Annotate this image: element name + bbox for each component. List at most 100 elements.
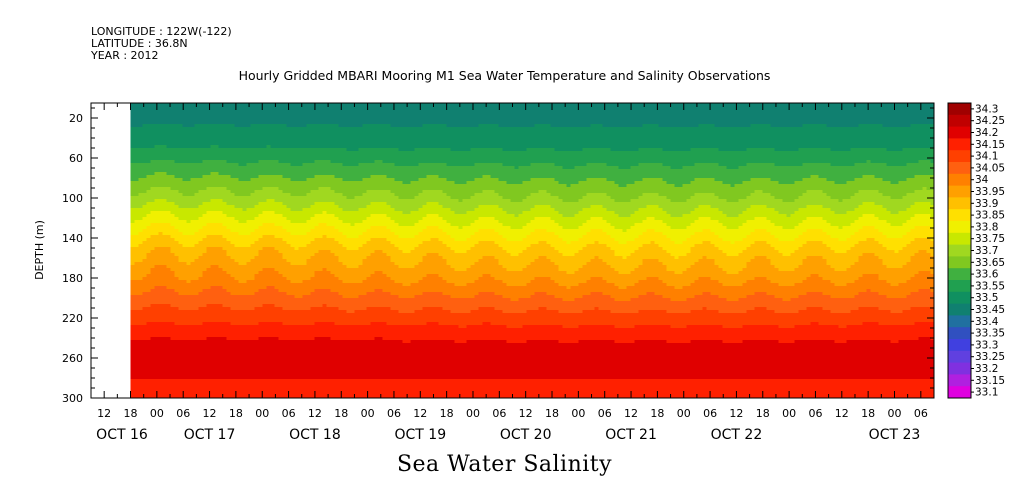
heatmap-cell [222,388,227,392]
heatmap-cell [198,187,203,191]
heatmap-cell [170,175,175,179]
heatmap-cell [238,136,243,140]
heatmap-cell [162,148,167,152]
heatmap-cell [218,148,223,152]
heatmap-cell [310,118,315,122]
heatmap-cell [258,385,263,389]
heatmap-cell [242,370,247,374]
heatmap-cell [146,286,151,290]
heatmap-cell [314,196,319,200]
heatmap-cell [210,238,215,242]
heatmap-cell [174,208,179,212]
heatmap-cell [162,331,167,335]
heatmap-cell [130,199,135,203]
heatmap-cell [314,283,319,287]
heatmap-cell [146,292,151,296]
heatmap-cell [234,223,239,227]
heatmap-cell [294,388,299,392]
heatmap-cell [290,307,295,311]
heatmap-cell [186,358,191,362]
heatmap-cell [218,253,223,257]
heatmap-cell [130,232,135,236]
heatmap-cell [294,319,299,323]
heatmap-cell [230,184,235,188]
heatmap-cell [322,145,327,149]
heatmap-cell [222,331,227,335]
heatmap-cell [298,163,303,167]
heatmap-cell [330,169,335,173]
heatmap-cell [166,250,171,254]
heatmap-cell [294,358,299,362]
heatmap-cell [222,217,227,221]
heatmap-cell [210,232,215,236]
heatmap-cell [218,130,223,134]
heatmap-cell [254,202,259,206]
heatmap-cell [206,229,211,233]
heatmap-cell [182,289,187,293]
heatmap-cell [262,307,267,311]
heatmap-cell [302,142,307,146]
heatmap-cell [182,145,187,149]
heatmap-cell [282,154,287,158]
heatmap-cell [154,310,159,314]
heatmap-cell [194,337,199,341]
heatmap-cell [178,286,183,290]
heatmap-cell [222,172,227,176]
heatmap-cell [314,232,319,236]
heatmap-cell [138,265,143,269]
heatmap-cell [230,205,235,209]
heatmap-cell [194,313,199,317]
heatmap-cell [278,151,283,155]
heatmap-cell [206,220,211,224]
heatmap-cell [150,379,155,383]
heatmap-cell [134,361,139,365]
heatmap-cell [178,160,183,164]
heatmap-cell [162,253,167,257]
heatmap-cell [162,130,167,134]
heatmap-cell [226,247,231,251]
heatmap-cell [146,364,151,368]
heatmap-cell [266,346,271,350]
heatmap-cell [258,190,263,194]
heatmap-cell [298,394,303,398]
heatmap-cell [250,139,255,143]
heatmap-cell [178,313,183,317]
heatmap-cell [238,391,243,395]
heatmap-cell [234,358,239,362]
heatmap-cell [158,106,163,110]
heatmap-cell [282,145,287,149]
heatmap-cell [242,283,247,287]
heatmap-cell [246,199,251,203]
heatmap-cell [298,337,303,341]
heatmap-cell [182,343,187,347]
heatmap-cell [314,163,319,167]
heatmap-cell [246,169,251,173]
heatmap-cell [166,205,171,209]
heatmap-cell [330,193,335,197]
heatmap-cell [190,211,195,215]
heatmap-cell [206,304,211,308]
heatmap-cell [138,115,143,119]
heatmap-cell [222,121,227,125]
heatmap-cell [174,169,179,173]
heatmap-cell [286,241,291,245]
heatmap-cell [154,196,159,200]
heatmap-cell [286,247,291,251]
heatmap-cell [182,187,187,191]
heatmap-cell [202,271,207,275]
heatmap-cell [198,307,203,311]
heatmap-cell [274,283,279,287]
heatmap-cell [162,262,167,266]
heatmap-cell [142,199,147,203]
heatmap-cell [186,292,191,296]
heatmap-cell [258,208,263,212]
heatmap-cell [190,343,195,347]
heatmap-cell [322,175,327,179]
heatmap-cell [202,175,207,179]
heatmap-cell [246,316,251,320]
heatmap-cell [310,208,315,212]
heatmap-cell [166,202,171,206]
heatmap-cell [210,304,215,308]
heatmap-cell [150,385,155,389]
heatmap-cell [302,361,307,365]
